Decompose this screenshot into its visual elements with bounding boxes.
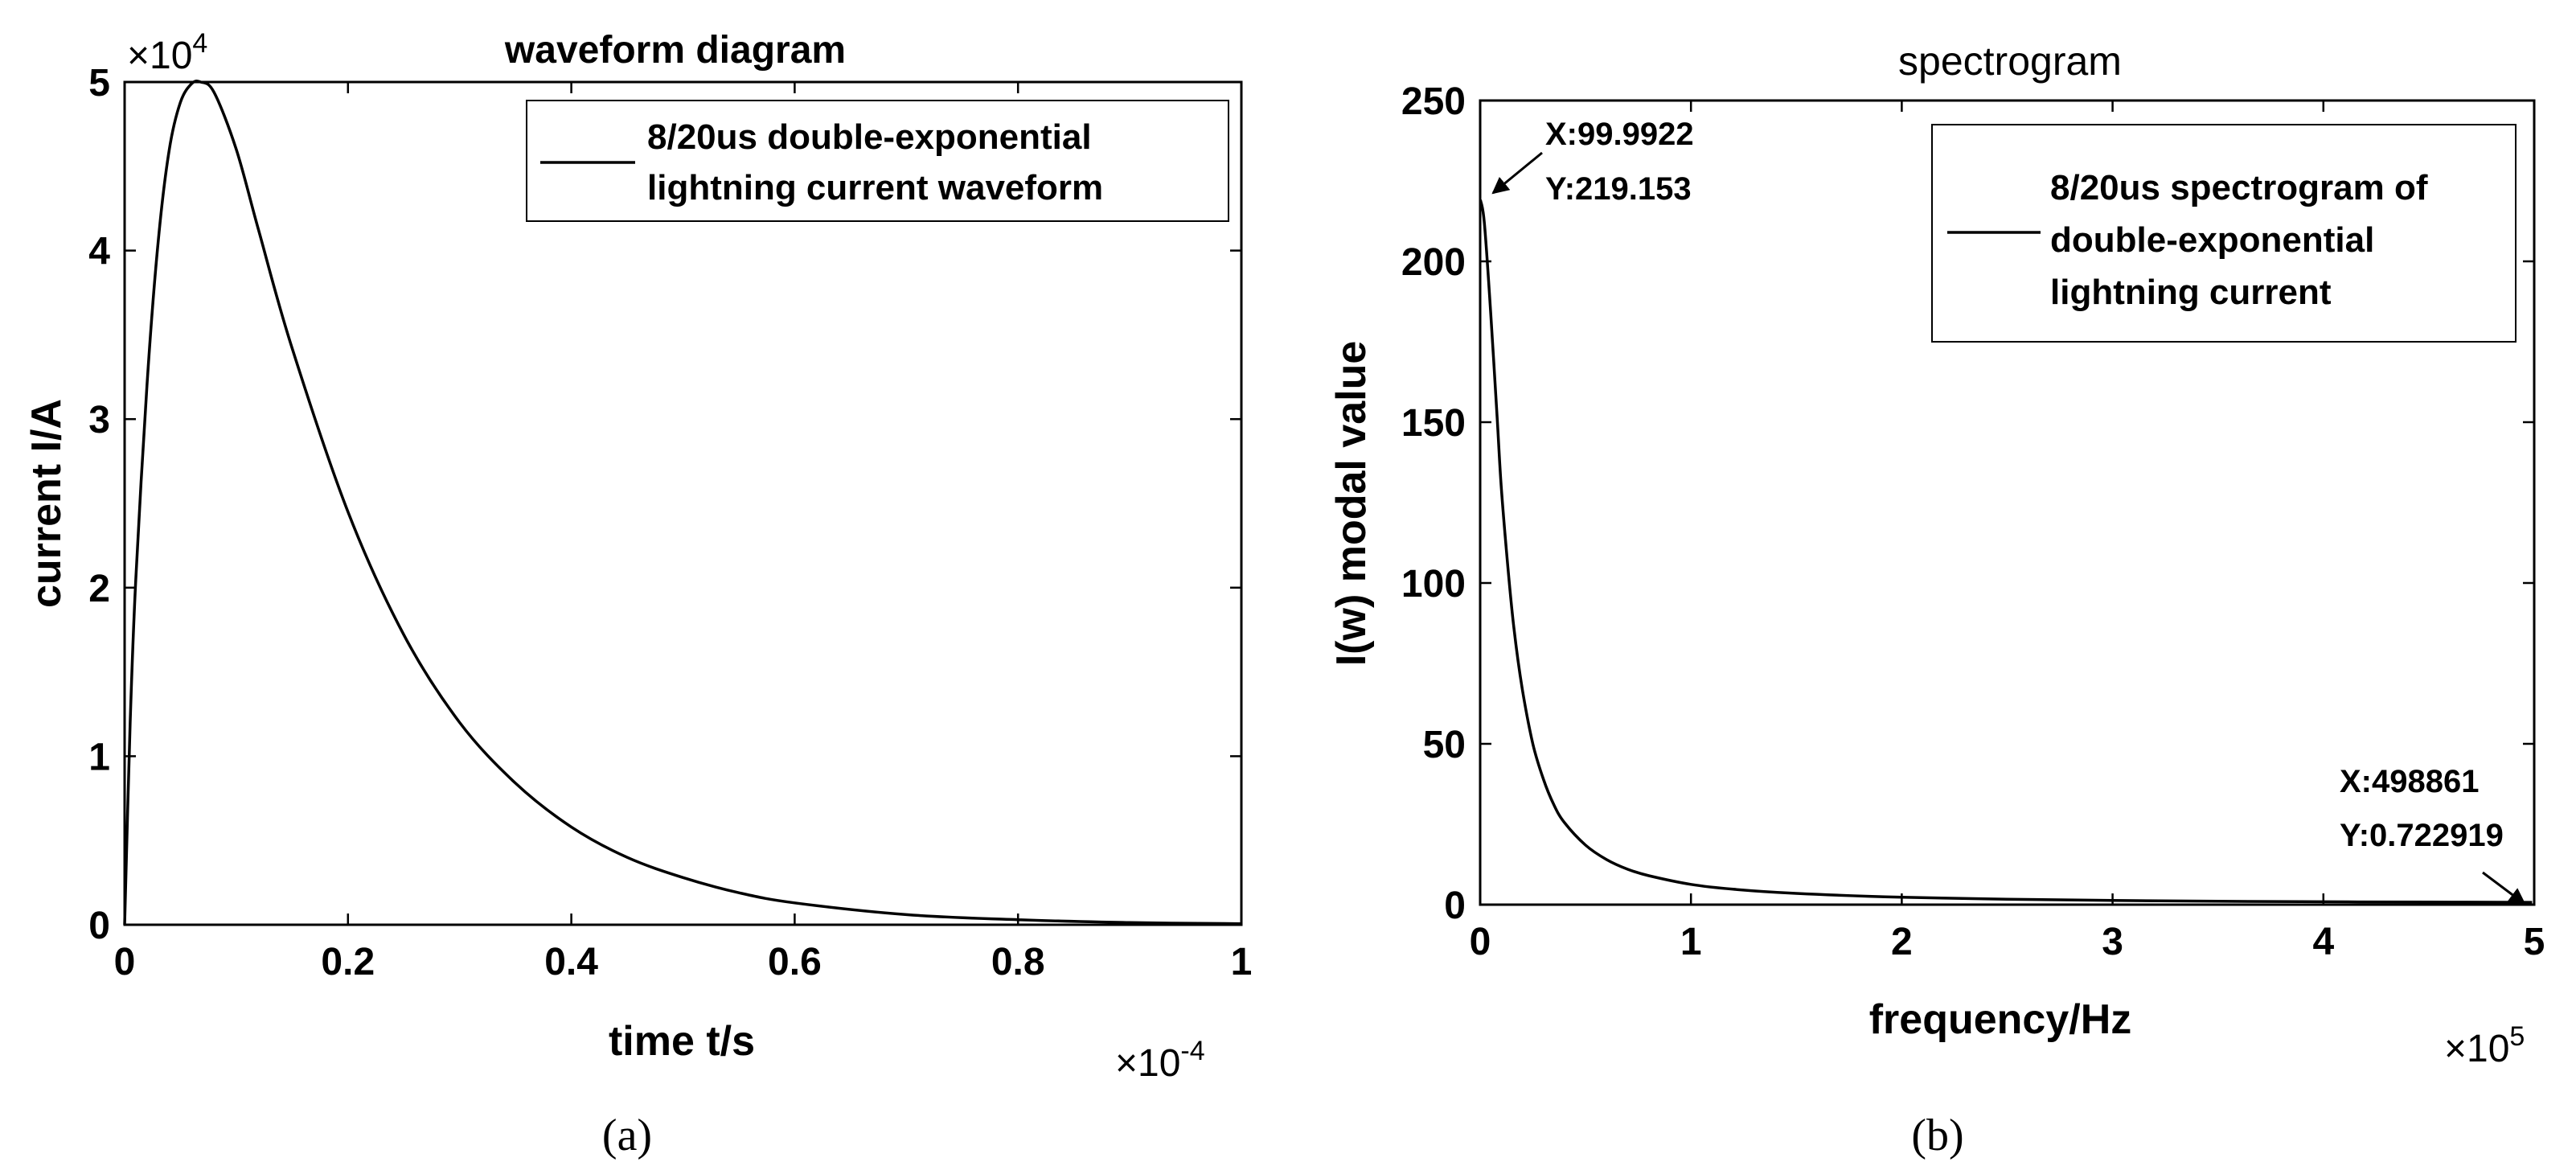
y-tick-label: 0: [1444, 885, 1466, 927]
legend-entry-line-2: lightning current waveform: [647, 168, 1103, 207]
x-tick-label: 4: [2312, 921, 2334, 963]
y-tick-label: 250: [1401, 80, 1466, 123]
legend-box: [526, 100, 1229, 222]
y-tick-label: 2: [88, 568, 110, 610]
x-tick-label: 0.4: [544, 941, 598, 983]
waveform-chart: 0 0.2 0.4 0.6 0.8 1 0 1 2 3 4 5 waveform diagram c…: [23, 28, 1252, 1160]
y-tick-labels: 0 1 2 3 4 5: [88, 62, 110, 947]
data-tip-arrow: [2482, 871, 2526, 905]
y-tick-label: 150: [1401, 402, 1466, 445]
legend-entry-line-3: lightning current: [2050, 273, 2332, 312]
x-tick-label: 0: [114, 941, 136, 983]
x-tick-label: 3: [2102, 921, 2123, 963]
y-tick-labels: 0 50 100 150 200 250: [1401, 80, 1466, 927]
data-tip-arrow: [1491, 151, 1543, 195]
caption-b: (b): [1911, 1111, 1963, 1160]
spectrogram-chart: 0 1 2 3 4 5 0 50 100 150 200 250 spectrogram I(w) …: [1328, 39, 2545, 1160]
x-axis-label: frequency/Hz: [1869, 996, 2132, 1043]
data-tip-x: X:99.9922: [1545, 117, 1694, 152]
y-tick-label: 50: [1423, 724, 1466, 766]
caption-a: (a): [602, 1111, 652, 1160]
x-tick-label: 0.8: [991, 941, 1045, 983]
x-tick-label: 0.2: [321, 941, 375, 983]
y-axis-label: current I/A: [23, 399, 70, 608]
y-tick-label: 100: [1401, 563, 1466, 606]
x-exponent: ×10-4: [1115, 1036, 1205, 1085]
x-tick-label: 2: [1891, 921, 1913, 963]
chart-title: waveform diagram: [504, 29, 846, 72]
x-tick-labels: 0 1 2 3 4 5: [1470, 921, 2545, 963]
spectrogram-line: [1479, 199, 2533, 904]
plot-area: [1479, 99, 2536, 906]
x-tick-labels: 0 0.2 0.4 0.6 0.8 1: [114, 941, 1253, 983]
data-tip-end: X:498861 Y:0.722919: [2340, 764, 2526, 905]
y-tick-label: 4: [88, 231, 110, 273]
x-tick-label: 0: [1470, 921, 1491, 963]
legend: 8/20us double-exponential lightning curr…: [526, 100, 1229, 222]
y-exponent: ×104: [127, 28, 207, 77]
y-tick-label: 1: [88, 736, 110, 778]
data-tip-y: Y:219.153: [1545, 171, 1692, 207]
data-tip-peak: X:99.9922 Y:219.153: [1491, 117, 1694, 207]
x-tick-label: 1: [1680, 921, 1702, 963]
legend-entry-line-2: double-exponential: [2050, 220, 2374, 260]
plot-area: [123, 80, 1243, 926]
x-exponent: ×105: [2444, 1021, 2525, 1070]
y-tick-label: 0: [88, 905, 110, 947]
waveform-line: [123, 80, 1242, 926]
x-tick-label: 5: [2524, 921, 2545, 963]
x-axis-label: time t/s: [609, 1018, 755, 1065]
x-tick-label: 0.6: [768, 941, 822, 983]
legend: 8/20us spectrogram of double-exponential…: [1931, 124, 2517, 343]
y-tick-label: 5: [88, 62, 110, 105]
legend-entry-line-1: 8/20us double-exponential: [647, 117, 1092, 157]
y-tick-label: 3: [88, 399, 110, 441]
tick-marks: [123, 80, 1243, 926]
chart-title: spectrogram: [1898, 39, 2122, 84]
data-tip-x: X:498861: [2340, 764, 2479, 799]
y-tick-label: 200: [1401, 241, 1466, 284]
data-tip-y: Y:0.722919: [2340, 818, 2504, 853]
x-tick-label: 1: [1231, 941, 1253, 983]
y-axis-label: I(w) modal value: [1328, 341, 1375, 667]
legend-entry-line-1: 8/20us spectrogram of: [2050, 168, 2428, 207]
